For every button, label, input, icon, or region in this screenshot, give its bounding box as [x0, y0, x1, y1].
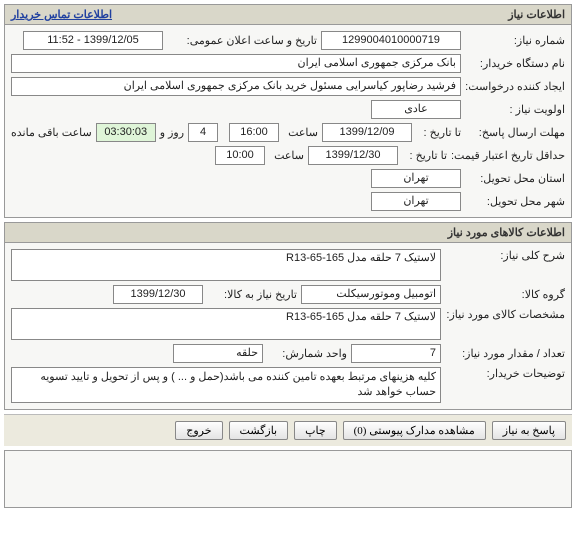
min-valid-date-field: 1399/12/30 — [308, 146, 398, 165]
group-field: اتومبیل وموتورسیکلت — [301, 285, 441, 304]
general-desc-field: لاستیک 7 حلقه مدل R13-65-165 — [11, 249, 441, 281]
days-label: روز و — [160, 126, 184, 139]
city-label: شهر محل تحویل: — [465, 195, 565, 208]
goods-info-section: اطلاعات کالاهای مورد نیاز شرح کلی نیاز: … — [4, 222, 572, 410]
notes-field: کلیه هزینهای مرتبط بعهده تامین کننده می … — [11, 367, 441, 403]
qty-field: 7 — [351, 344, 441, 363]
back-button[interactable]: بازگشت — [229, 421, 289, 440]
announce-label: تاریخ و ساعت اعلان عمومی: — [167, 34, 317, 47]
goods-info-header: اطلاعات کالاهای مورد نیاز — [5, 223, 571, 243]
creator-field: فرشید رضاپور کیاسرایی مسئول خرید بانک مر… — [11, 77, 461, 96]
attachments-button-label: مشاهده مدارک پیوستی — [369, 425, 475, 437]
announce-field: 1399/12/05 - 11:52 — [23, 31, 163, 50]
unit-label: واحد شمارش: — [267, 347, 347, 360]
deadline-time-label: ساعت — [283, 126, 318, 139]
need-by-field: 1399/12/30 — [113, 285, 203, 304]
spec-label: مشخصات کالای مورد نیاز: — [445, 308, 565, 321]
province-label: استان محل تحویل: — [465, 172, 565, 185]
spec-field: لاستیک 7 حلقه مدل R13-65-165 — [11, 308, 441, 340]
priority-field: عادی — [371, 100, 461, 119]
deadline-date-field: 1399/12/09 — [322, 123, 412, 142]
buyer-org-field: بانک مرکزی جمهوری اسلامی ایران — [11, 54, 461, 73]
buyer-org-label: نام دستگاه خریدار: — [465, 57, 565, 70]
group-label: گروه کالا: — [445, 288, 565, 301]
unit-field: حلقه — [173, 344, 263, 363]
until-label: تا تاریخ : — [416, 126, 461, 139]
contact-info-link[interactable]: اطلاعات تماس خریدار — [11, 8, 112, 21]
respond-button[interactable]: پاسخ به نیاز — [492, 421, 566, 440]
min-valid-until-label: تا تاریخ : — [402, 149, 447, 162]
attachments-count: 0 — [357, 425, 363, 437]
need-number-field: 1299004010000719 — [321, 31, 461, 50]
action-button-bar: پاسخ به نیاز مشاهده مدارک پیوستی (0) چاپ… — [4, 414, 572, 446]
goods-info-title: اطلاعات کالاهای مورد نیاز — [448, 226, 565, 239]
need-info-header: اطلاعات نیاز اطلاعات تماس خریدار — [5, 5, 571, 25]
hours-remaining-field: 03:30:03 — [96, 123, 156, 142]
city-field: تهران — [371, 192, 461, 211]
deadline-label: مهلت ارسال پاسخ: — [465, 126, 565, 139]
min-valid-label: حداقل تاریخ اعتبار قیمت: — [451, 149, 565, 162]
need-info-section: اطلاعات نیاز اطلاعات تماس خریدار شماره ن… — [4, 4, 572, 218]
days-remaining-field: 4 — [188, 123, 218, 142]
print-button[interactable]: چاپ — [294, 421, 337, 440]
min-valid-time-label: ساعت — [269, 149, 304, 162]
notes-label: توضیحات خریدار: — [445, 367, 565, 380]
province-field: تهران — [371, 169, 461, 188]
need-number-label: شماره نیاز: — [465, 34, 565, 47]
attachments-button[interactable]: مشاهده مدارک پیوستی (0) — [343, 421, 486, 440]
priority-label: اولویت نیاز : — [465, 103, 565, 116]
qty-label: تعداد / مقدار مورد نیاز: — [445, 347, 565, 360]
general-desc-label: شرح کلی نیاز: — [445, 249, 565, 262]
hours-label: ساعت باقی مانده — [11, 126, 92, 139]
creator-label: ایجاد کننده درخواست: — [465, 80, 565, 93]
exit-button[interactable]: خروج — [175, 421, 222, 440]
need-info-body: شماره نیاز: 1299004010000719 تاریخ و ساع… — [5, 25, 571, 217]
need-info-title: اطلاعات نیاز — [508, 8, 565, 21]
empty-section — [4, 450, 572, 508]
goods-info-body: شرح کلی نیاز: لاستیک 7 حلقه مدل R13-65-1… — [5, 243, 571, 409]
min-valid-time-field: 10:00 — [215, 146, 265, 165]
deadline-time-field: 16:00 — [229, 123, 279, 142]
need-by-label: تاریخ نیاز به کالا: — [207, 288, 297, 301]
